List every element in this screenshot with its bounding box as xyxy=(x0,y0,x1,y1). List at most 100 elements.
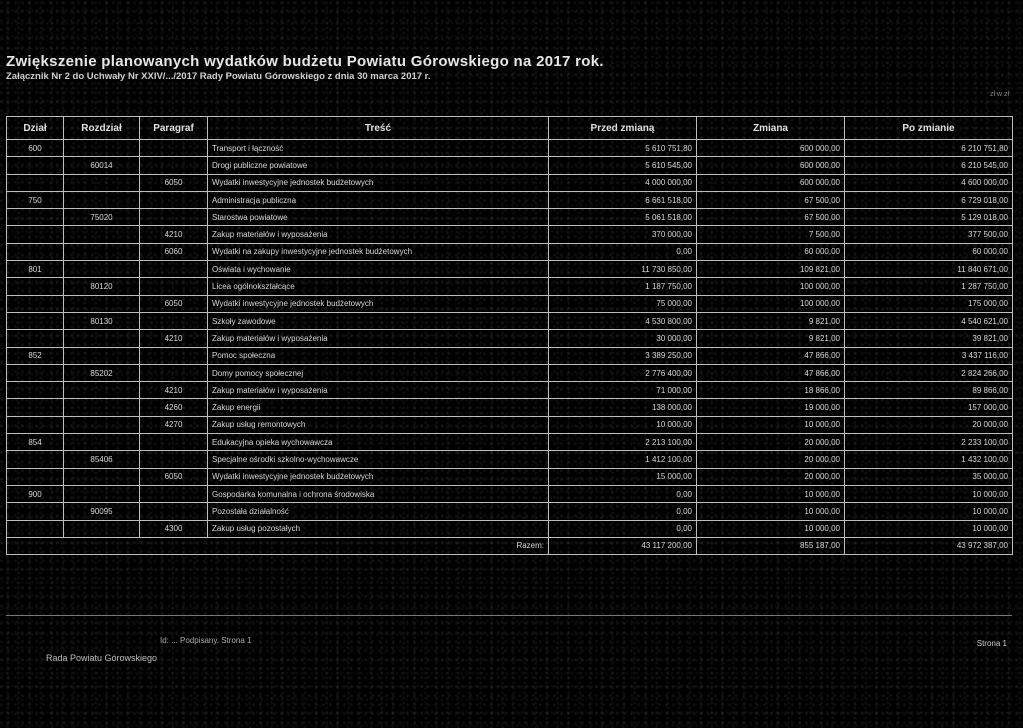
cell-zmiana: 47 866,00 xyxy=(696,346,845,365)
table-row: 801 Oświata i wychowanie 11 730 850,00 109 … xyxy=(6,260,1013,279)
cell-przed-zmiana: 1 412 100,00 xyxy=(548,450,697,469)
cell-paragraf: 6060 xyxy=(139,242,208,262)
table-row: 4210 Zakup materiałów i wyposażenia 370 00… xyxy=(6,225,1013,244)
table-header-row: Dział Rozdział Paragraf Treść Przed zmia… xyxy=(6,116,1013,140)
cell-tresc: Starostwa powiatowe xyxy=(207,208,549,227)
table-row: 6050 Wydatki inwestycyjne jednostek budże… xyxy=(6,467,1013,486)
cell-przed-zmiana: 5 061 518,00 xyxy=(548,208,697,227)
cell-tresc: Licea ogólnokształcące xyxy=(207,277,549,296)
table-row: 4210 Zakup materiałów i wyposażenia 71 000… xyxy=(6,381,1013,400)
cell-po-zmianie: 3 437 116,00 xyxy=(844,346,1013,365)
cell-po-zmianie: 6 729 018,00 xyxy=(844,190,1013,210)
cell-zmiana: 18 866,00 xyxy=(696,381,845,400)
cell-rozdzial: 80130 xyxy=(63,311,140,331)
cell-paragraf xyxy=(139,156,208,175)
total-row: Razem: 43 117 200,00 855 187,00 43 972 3… xyxy=(6,536,1013,556)
cell-dzial xyxy=(6,519,64,538)
cell-tresc: Wydatki inwestycyjne jednostek budżetowy… xyxy=(207,294,549,313)
cell-dzial xyxy=(6,329,64,348)
cell-po-zmianie: 175 000,00 xyxy=(844,294,1013,313)
total-zmiana: 855 187,00 xyxy=(696,536,845,556)
cell-zmiana: 20 000,00 xyxy=(696,467,845,486)
cell-rozdzial xyxy=(63,433,140,452)
cell-zmiana: 20 000,00 xyxy=(696,450,845,469)
cell-dzial: 600 xyxy=(6,138,64,158)
cell-dzial: 900 xyxy=(6,484,64,504)
table-row: 4210 Zakup materiałów i wyposażenia 30 000… xyxy=(6,329,1013,348)
cell-po-zmianie: 2 824 266,00 xyxy=(844,363,1013,383)
cell-zmiana: 67 500,00 xyxy=(696,208,845,227)
cell-zmiana: 47 866,00 xyxy=(696,363,845,383)
cell-paragraf: 6050 xyxy=(139,294,208,313)
cell-po-zmianie: 6 210 545,00 xyxy=(844,156,1013,175)
cell-rozdzial: 75020 xyxy=(63,208,140,227)
cell-rozdzial xyxy=(63,242,140,262)
cell-paragraf: 4210 xyxy=(139,225,208,244)
cell-zmiana: 10 000,00 xyxy=(696,415,845,435)
cell-zmiana: 9 821,00 xyxy=(696,311,845,331)
cell-dzial xyxy=(6,398,64,417)
cell-tresc: Wydatki inwestycyjne jednostek budżetowy… xyxy=(207,467,549,486)
cell-przed-zmiana: 138 000,00 xyxy=(548,398,697,417)
cell-rozdzial xyxy=(63,346,140,365)
table-row: 75020 Starostwa powiatowe 5 061 518,00 67 5… xyxy=(6,208,1013,227)
cell-paragraf xyxy=(139,208,208,227)
cell-przed-zmiana: 370 000,00 xyxy=(548,225,697,244)
cell-tresc: Zakup materiałów i wyposażenia xyxy=(207,225,549,244)
cell-paragraf xyxy=(139,260,208,279)
header-przed-zmiana: Przed zmianą xyxy=(548,116,697,140)
cell-paragraf xyxy=(139,450,208,469)
cell-dzial xyxy=(6,450,64,469)
cell-przed-zmiana: 2 776 400,00 xyxy=(548,363,697,383)
cell-zmiana: 600 000,00 xyxy=(696,173,845,192)
cell-przed-zmiana: 2 213 100,00 xyxy=(548,433,697,452)
cell-dzial: 750 xyxy=(6,190,64,210)
table-row: 900 Gospodarka komunalna i ochrona środow… xyxy=(6,484,1013,504)
cell-tresc: Szkoły zawodowe xyxy=(207,311,549,331)
table-row: 4260 Zakup energii 138 000,00 19 000,00 157 … xyxy=(6,398,1013,417)
cell-przed-zmiana: 3 389 250,00 xyxy=(548,346,697,365)
total-po: 43 972 387,00 xyxy=(844,536,1013,556)
cell-po-zmianie: 60 000,00 xyxy=(844,242,1013,262)
cell-dzial xyxy=(6,363,64,383)
cell-zmiana: 100 000,00 xyxy=(696,294,845,313)
cell-przed-zmiana: 0,00 xyxy=(548,484,697,504)
cell-rozdzial xyxy=(63,294,140,313)
table-row: 6060 Wydatki na zakupy inwestycyjne jedno… xyxy=(6,242,1013,262)
cell-dzial xyxy=(6,311,64,331)
cell-dzial xyxy=(6,242,64,262)
cell-paragraf xyxy=(139,363,208,383)
cell-tresc: Domy pomocy społecznej xyxy=(207,363,549,383)
table-row: 4300 Zakup usług pozostałych 0,00 10 000,00… xyxy=(6,519,1013,538)
table-row: 85202 Domy pomocy społecznej 2 776 400,00 4… xyxy=(6,363,1013,383)
footer-note-2: Rada Powiatu Górowskiego xyxy=(46,653,158,663)
cell-po-zmianie: 2 233 100,00 xyxy=(844,433,1013,452)
cell-dzial xyxy=(6,381,64,400)
cell-paragraf: 4210 xyxy=(139,329,208,348)
cell-rozdzial: 85202 xyxy=(63,363,140,383)
cell-dzial xyxy=(6,415,64,435)
document-title: Zwiększenie planowanych wydatków budżetu… xyxy=(6,53,604,70)
table-row: 6050 Wydatki inwestycyjne jednostek budże… xyxy=(6,173,1013,192)
cell-po-zmianie: 10 000,00 xyxy=(844,519,1013,538)
header-paragraf: Paragraf xyxy=(139,116,208,140)
cell-dzial xyxy=(6,294,64,313)
cell-dzial xyxy=(6,502,64,521)
cell-po-zmianie: 6 210 751,80 xyxy=(844,138,1013,158)
cell-po-zmianie: 10 000,00 xyxy=(844,502,1013,521)
cell-tresc: Administracja publiczna xyxy=(207,190,549,210)
cell-dzial: 852 xyxy=(6,346,64,365)
cell-zmiana: 60 000,00 xyxy=(696,242,845,262)
cell-tresc: Zakup materiałów i wyposażenia xyxy=(207,329,549,348)
table-row: 80120 Licea ogólnokształcące 1 187 750,00 1… xyxy=(6,277,1013,296)
cell-po-zmianie: 39 821,00 xyxy=(844,329,1013,348)
table-row: 80130 Szkoły zawodowe 4 530 800,00 9 821,00… xyxy=(6,311,1013,331)
cell-rozdzial xyxy=(63,329,140,348)
cell-zmiana: 9 821,00 xyxy=(696,329,845,348)
cell-przed-zmiana: 0,00 xyxy=(548,242,697,262)
cell-paragraf xyxy=(139,311,208,331)
header-dzial: Dział xyxy=(6,116,64,140)
cell-rozdzial xyxy=(63,484,140,504)
budget-table: Dział Rozdział Paragraf Treść Przed zmia… xyxy=(6,116,1013,556)
cell-przed-zmiana: 75 000,00 xyxy=(548,294,697,313)
